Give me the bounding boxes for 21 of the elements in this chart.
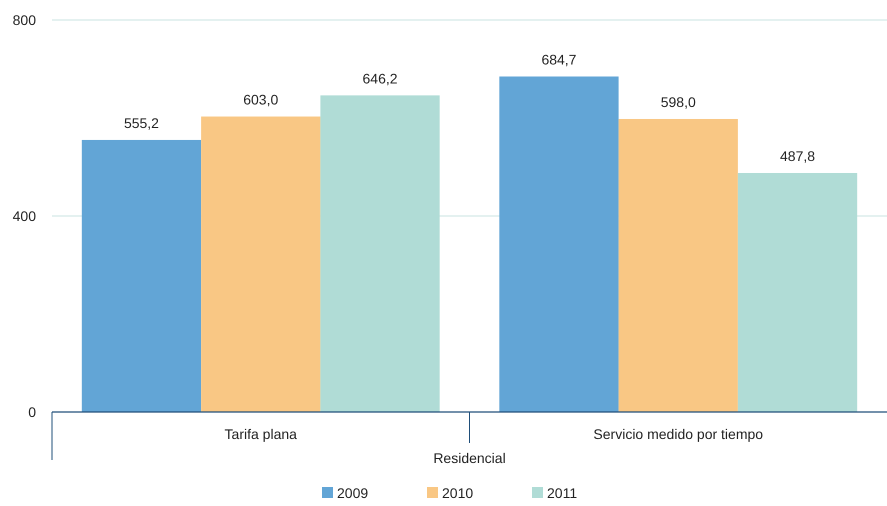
y-tick-label: 800 [12,12,36,28]
bar [82,140,202,412]
x-tick-label: Servicio medido por tiempo [593,426,764,442]
bar [499,76,619,412]
x-tick-label: Tarifa plana [224,426,298,442]
bar [618,118,738,412]
data-label: 646,2 [362,70,398,86]
y-tick-label: 400 [12,208,36,224]
legend-label: 2010 [442,485,474,501]
x-axis-title: Residencial [433,450,506,466]
bar [201,116,320,412]
bar [738,172,858,412]
data-label: 684,7 [541,51,577,68]
y-tick-label: 0 [28,404,36,420]
data-label: 487,8 [780,148,816,164]
legend-label: 2009 [337,485,368,501]
legend-label: 2011 [547,485,578,501]
bar [320,95,440,412]
data-label: 555,2 [124,114,160,131]
data-label: 598,0 [660,94,696,110]
data-label: 603,0 [243,92,278,108]
